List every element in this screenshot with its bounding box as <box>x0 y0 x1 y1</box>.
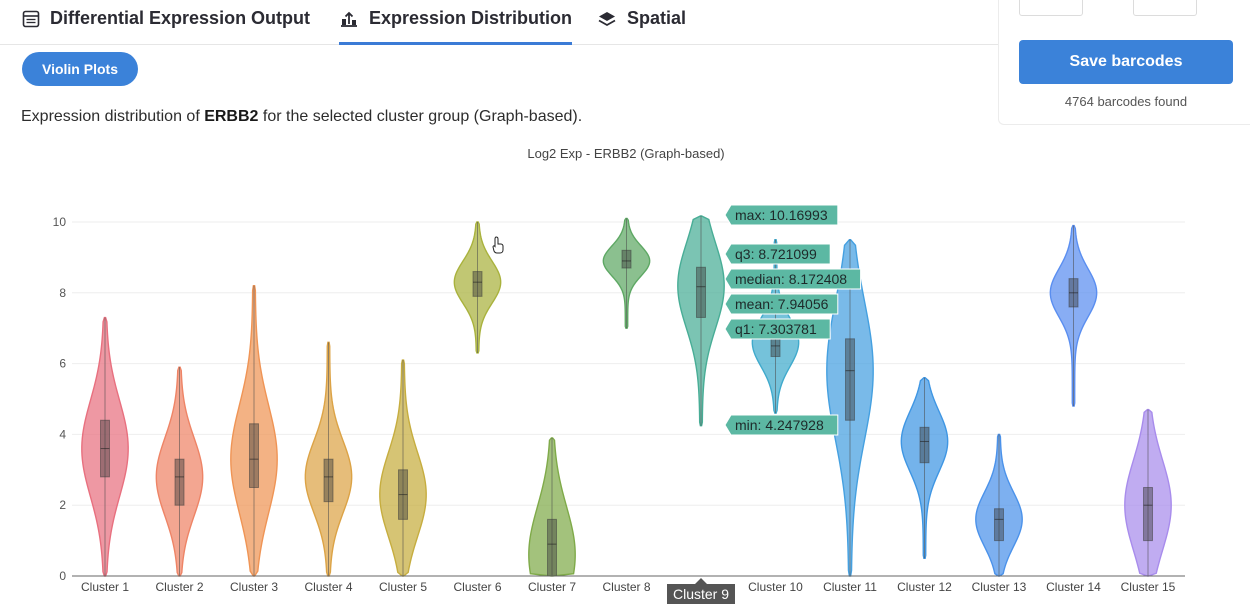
violin-box <box>472 271 483 297</box>
violin-chart: Log2 Exp - ERBB2 (Graph-based) 0 2 4 6 8 10 m… <box>53 146 1185 604</box>
violin-box <box>1143 487 1153 542</box>
violin-box <box>994 508 1004 542</box>
hover-label: median: 8.172408 <box>724 268 862 290</box>
hover-label-text: q1: 7.303781 <box>735 321 817 337</box>
hover-label-text: mean: 7.94056 <box>735 296 829 312</box>
tab-differential-expression[interactable]: Differential Expression Output <box>22 8 310 42</box>
y-tick-label: 8 <box>59 286 66 300</box>
x-tick-label: Cluster 9 <box>673 586 729 602</box>
violin-box <box>621 249 632 269</box>
violin-cluster-11[interactable] <box>826 239 874 577</box>
tab-bar: Differential Expression Output Expressio… <box>0 0 1000 45</box>
barcodes-found-text: 4764 barcodes found <box>1064 94 1188 109</box>
hover-label: mean: 7.94056 <box>724 293 839 315</box>
violin-cluster-7[interactable] <box>528 437 576 577</box>
tab-label: Differential Expression Output <box>50 8 311 28</box>
hover-label-text: q3: 8.721099 <box>735 246 817 262</box>
gene-name: ERBB2 <box>204 108 259 125</box>
description-prefix: Expression distribution of <box>21 108 205 125</box>
violin-cluster-2[interactable] <box>155 366 204 577</box>
description-suffix: for the selected cluster group (Graph-ba… <box>258 108 583 125</box>
hover-label: q1: 7.303781 <box>724 318 831 340</box>
violin-cluster-4[interactable] <box>304 341 353 577</box>
violin-cluster-6[interactable] <box>453 221 502 354</box>
violin-cluster-8[interactable] <box>602 217 651 329</box>
tab-label: Expression Distribution <box>369 8 573 28</box>
hover-tooltip: max: 10.16993 q3: 8.721099 median: 8.17240… <box>724 204 862 436</box>
x-tick-label: Cluster 12 <box>897 580 952 594</box>
hover-label: min: 4.247928 <box>724 414 839 436</box>
hover-label: q3: 8.721099 <box>724 243 831 265</box>
violin-cluster-13[interactable] <box>975 433 1023 577</box>
violin-box <box>249 423 259 488</box>
hover-label-box <box>724 318 831 340</box>
violin-cluster-9[interactable] <box>677 215 725 427</box>
x-tick-label: Cluster 5 <box>379 580 427 594</box>
x-tick-label: Cluster 10 <box>748 580 803 594</box>
distribution-icon <box>341 11 357 27</box>
save-barcodes-button[interactable]: Save barcodes <box>1019 40 1233 84</box>
y-tick-label: 6 <box>59 357 66 371</box>
violins <box>81 215 1172 577</box>
x-tick-label: Cluster 8 <box>602 580 650 594</box>
tab-label: Spatial <box>627 8 687 28</box>
x-tick-label: Cluster 4 <box>304 580 352 594</box>
violin-cluster-3[interactable] <box>230 285 278 577</box>
violin-box <box>323 458 334 503</box>
x-tick-label: Cluster 13 <box>972 580 1027 594</box>
range-max-input[interactable] <box>1133 0 1197 16</box>
hover-label: max: 10.16993 <box>724 204 839 226</box>
table-icon <box>22 10 40 28</box>
x-tick-label: Cluster 7 <box>528 580 576 594</box>
range-min-input[interactable] <box>1019 0 1083 16</box>
hover-label-box <box>724 204 839 226</box>
tab-expression-distribution[interactable]: Expression Distribution <box>339 8 573 45</box>
violin-cluster-1[interactable] <box>81 316 129 577</box>
hover-label-box <box>724 293 839 315</box>
layers-icon <box>598 12 616 27</box>
violin-box <box>696 266 706 318</box>
violin-box <box>547 518 557 577</box>
x-axis: Cluster 1 Cluster 2 Cluster 3 Cluster 4 Clus… <box>72 575 1185 604</box>
y-tick-label: 4 <box>59 427 66 441</box>
y-tick-label: 0 <box>59 569 66 583</box>
y-tick-label: 2 <box>59 498 66 512</box>
violin-cluster-15[interactable] <box>1124 408 1172 577</box>
x-tick-label: Cluster 15 <box>1121 580 1176 594</box>
chart-title: Log2 Exp - ERBB2 (Graph-based) <box>527 146 724 161</box>
chart-description: Expression distribution of ERBB2 for the… <box>21 108 582 126</box>
hover-label-box <box>724 268 862 290</box>
violin-cluster-14[interactable] <box>1049 224 1098 407</box>
x-tick-label: Cluster 1 <box>81 580 129 594</box>
x-tick-label: Cluster 6 <box>453 580 501 594</box>
violin-plots-button[interactable]: Violin Plots <box>22 52 138 86</box>
violin-cluster-12[interactable] <box>900 377 949 559</box>
tab-spatial[interactable]: Spatial <box>597 8 686 42</box>
hover-label-text: max: 10.16993 <box>735 207 828 223</box>
hover-label-box <box>724 414 839 436</box>
x-tick-label: Cluster 11 <box>823 580 877 594</box>
violin-box <box>174 458 185 506</box>
barcode-panel: Save barcodes 4764 barcodes found <box>998 0 1250 125</box>
violin-box <box>845 338 855 421</box>
y-tick-label: 10 <box>53 215 67 229</box>
x-tick-label: Cluster 3 <box>230 580 278 594</box>
violin-cluster-5[interactable] <box>379 359 427 577</box>
hand-cursor-icon <box>492 236 504 254</box>
hover-label-text: min: 4.247928 <box>735 417 824 433</box>
x-tick-label: Cluster 2 <box>155 580 203 594</box>
x-tick-highlight <box>667 578 735 604</box>
x-tick-label: Cluster 14 <box>1046 580 1101 594</box>
hover-label-text: median: 8.172408 <box>735 271 847 287</box>
violin-box <box>919 426 930 464</box>
hover-label-box <box>724 243 831 265</box>
